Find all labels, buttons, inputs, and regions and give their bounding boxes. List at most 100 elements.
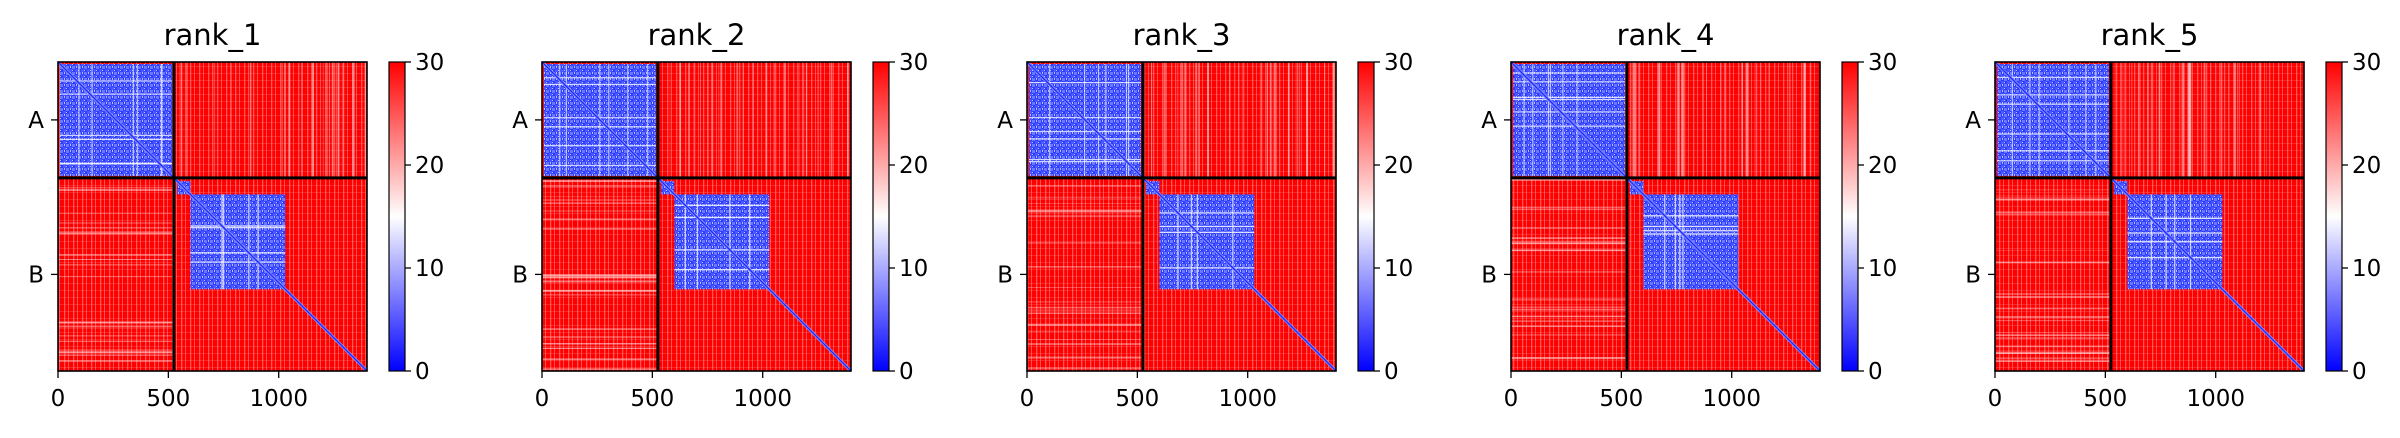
- heatmap-streak: [1332, 62, 1334, 178]
- heatmap-line: [674, 216, 770, 219]
- heatmap-streak: [1299, 62, 1301, 178]
- colorbar-tick-label: 0: [415, 359, 430, 385]
- heatmap-streak: [322, 62, 324, 178]
- heatmap-streak: [1027, 324, 1143, 326]
- heatmap-line: [1562, 64, 1564, 176]
- x-tick-label: 500: [2083, 386, 2127, 412]
- heatmap-streak: [1238, 62, 1240, 178]
- heatmap-line: [1513, 98, 1625, 101]
- heatmap-line: [1049, 64, 1051, 176]
- heatmap-line: [1643, 225, 1739, 228]
- heatmap-line: [559, 64, 561, 176]
- heatmap-streak: [1511, 207, 1627, 209]
- heatmap-streak: [773, 62, 775, 178]
- heatmap-streak: [1027, 312, 1143, 314]
- x-tick-label: 500: [146, 386, 190, 412]
- heatmap-line: [2085, 64, 2087, 176]
- heatmap-streak: [765, 62, 768, 178]
- heatmap-line: [1159, 231, 1255, 233]
- heatmap-streak: [1995, 296, 2111, 298]
- heatmap-line: [221, 194, 223, 290]
- heatmap-line: [1997, 103, 2109, 105]
- heatmap-panel-5: rank_5 0 500 1000 A B 0 10 20 30: [1965, 18, 2381, 412]
- heatmap-line: [132, 64, 134, 176]
- heatmap-streak: [58, 351, 174, 353]
- heatmap-frame: [541, 61, 852, 372]
- heatmap-streak: [2123, 62, 2125, 178]
- heatmap-streak: [542, 276, 658, 279]
- heatmap-streak: [331, 62, 334, 178]
- heatmap-line: [1643, 230, 1739, 232]
- heatmap-streak: [2121, 62, 2123, 178]
- heatmap-streak: [1027, 330, 1143, 332]
- panel-title: rank_4: [1617, 18, 1715, 52]
- heatmap-streak: [2189, 62, 2191, 178]
- heatmap-streak: [58, 325, 174, 328]
- heatmap-streak: [2183, 62, 2185, 178]
- heatmap-streak: [1259, 62, 1262, 178]
- heatmap-streak: [58, 354, 174, 356]
- colorbar-tick-label: 30: [1868, 50, 1897, 76]
- x-tick-label: 0: [1988, 386, 2003, 412]
- colorbar-tick-label: 30: [899, 50, 928, 76]
- heatmap-streak: [312, 62, 314, 178]
- heatmap-streak: [1682, 62, 1684, 178]
- heatmap-streak: [1027, 301, 1143, 303]
- heatmap-streak: [1803, 62, 1806, 178]
- heatmap-line: [2029, 64, 2031, 176]
- colorbar: [1841, 61, 1859, 372]
- y-chain-label: A: [512, 108, 528, 134]
- heatmap-streak: [1306, 62, 1309, 178]
- heatmap-line: [136, 64, 138, 176]
- heatmap-streak: [753, 62, 754, 178]
- heatmap-streak: [1745, 62, 1748, 178]
- heatmap-streak: [542, 180, 658, 182]
- heatmap-line: [1547, 64, 1549, 176]
- heatmap-streak: [805, 62, 808, 178]
- heatmap-streak: [1027, 203, 1143, 204]
- heatmap-streak: [847, 62, 849, 178]
- heatmap-streak: [1027, 306, 1143, 309]
- heatmap-streak: [1995, 337, 2111, 339]
- heatmap-line: [1159, 225, 1255, 228]
- heatmap-streak: [720, 62, 722, 178]
- heatmap-streak: [1768, 62, 1770, 178]
- heatmap-streak: [1636, 62, 1637, 178]
- heatmap-streak: [542, 228, 658, 230]
- heatmap-streak: [1677, 62, 1680, 178]
- heatmap-streak: [707, 62, 709, 178]
- heatmap-streak: [1995, 213, 2111, 216]
- heatmap-line: [2095, 64, 2097, 176]
- heatmap-line: [222, 194, 225, 290]
- heatmap-streak: [312, 62, 314, 178]
- heatmap-line: [1159, 267, 1255, 269]
- heatmap-streak: [2220, 62, 2223, 178]
- heatmap-frame: [1026, 61, 1337, 372]
- heatmap-streak: [1027, 266, 1143, 268]
- heatmap-streak: [2150, 62, 2153, 178]
- heatmap-streak: [230, 62, 232, 178]
- heatmap-line: [1128, 64, 1130, 176]
- heatmap-line: [60, 138, 172, 140]
- heatmap-streak: [1185, 62, 1187, 178]
- heatmap-streak: [830, 62, 833, 178]
- heatmap-line: [160, 64, 162, 176]
- heatmap-streak: [364, 62, 366, 178]
- heatmap-frame: [57, 61, 368, 372]
- heatmap-streak: [341, 62, 344, 178]
- heatmap-streak: [1995, 359, 2111, 362]
- heatmap-line: [1513, 81, 1625, 83]
- heatmap-streak: [1511, 227, 1627, 229]
- heatmap-line: [1125, 64, 1128, 176]
- x-tick-label: 1000: [2186, 386, 2245, 412]
- y-chain-label: A: [28, 108, 44, 134]
- heatmap-streak: [352, 62, 354, 178]
- heatmap-streak: [1804, 62, 1806, 178]
- heatmap-streak: [1207, 62, 1209, 178]
- heatmap-streak: [1273, 62, 1275, 178]
- heatmap-streak: [1511, 242, 1627, 245]
- heatmap-streak: [58, 254, 174, 256]
- heatmap-streak: [1634, 62, 1636, 178]
- heatmap-streak: [542, 202, 658, 204]
- heatmap-streak: [1725, 62, 1727, 178]
